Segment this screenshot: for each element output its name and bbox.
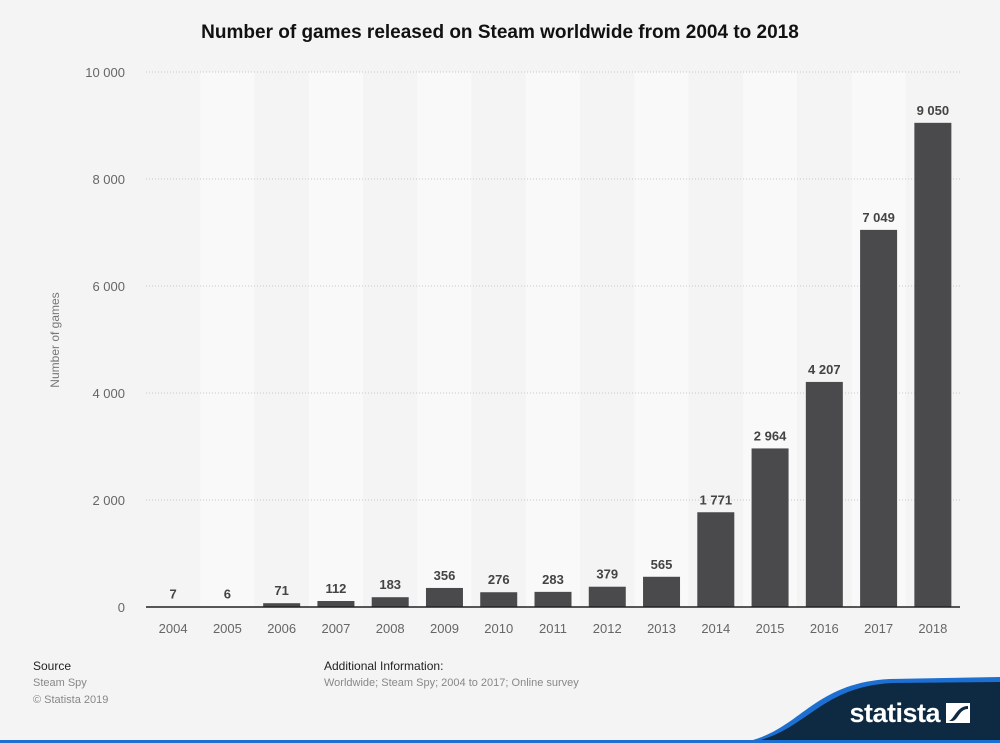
value-label: 7 049 bbox=[862, 210, 895, 225]
value-label: 183 bbox=[379, 577, 401, 592]
value-labels: 7 6 71 112 183 356 276 283 379 565 1 771 2 964 4 207… bbox=[170, 103, 950, 602]
bar[interactable] bbox=[751, 448, 789, 607]
x-tick-label: 2015 bbox=[756, 621, 785, 636]
bar[interactable] bbox=[697, 512, 735, 607]
column-band bbox=[308, 72, 364, 607]
x-tick-label: 2014 bbox=[701, 621, 730, 636]
y-tick-label: 2 000 bbox=[92, 493, 125, 508]
y-axis-ticks: 0 2 000 4 000 6 000 8 000 10 000 bbox=[85, 65, 125, 615]
column-band bbox=[363, 72, 418, 607]
value-label: 7 bbox=[170, 587, 177, 602]
source-name[interactable]: Steam Spy bbox=[33, 677, 87, 689]
column-band bbox=[417, 72, 472, 607]
bar[interactable] bbox=[914, 122, 952, 607]
bar[interactable] bbox=[425, 587, 463, 607]
bar[interactable] bbox=[643, 576, 681, 607]
x-tick-label: 2008 bbox=[376, 621, 405, 636]
value-label: 565 bbox=[651, 557, 673, 572]
y-axis-label: Number of games bbox=[48, 292, 62, 387]
chart-title: Number of games released on Steam worldw… bbox=[201, 22, 799, 43]
bar[interactable] bbox=[263, 603, 301, 607]
value-label: 283 bbox=[542, 572, 564, 587]
x-tick-label: 2017 bbox=[864, 621, 893, 636]
value-label: 379 bbox=[596, 567, 618, 582]
value-label: 112 bbox=[325, 581, 346, 596]
y-tick-label: 6 000 bbox=[92, 279, 125, 294]
x-tick-label: 2006 bbox=[267, 621, 296, 636]
column-band bbox=[200, 72, 255, 607]
y-tick-label: 4 000 bbox=[92, 386, 125, 401]
statista-logo[interactable]: statista bbox=[740, 673, 1000, 743]
value-label: 356 bbox=[434, 568, 456, 583]
x-axis-labels: 2004 2005 2006 2007 2008 2009 2010 2011 2012 2013… bbox=[159, 621, 948, 636]
x-tick-label: 2005 bbox=[213, 621, 242, 636]
x-tick-label: 2013 bbox=[647, 621, 676, 636]
x-tick-label: 2012 bbox=[593, 621, 622, 636]
x-tick-label: 2004 bbox=[159, 621, 188, 636]
value-label: 1 771 bbox=[700, 492, 733, 507]
logo-text: statista bbox=[849, 698, 940, 728]
column-bands bbox=[146, 72, 960, 607]
bar-chart: 0 2 000 4 000 6 000 8 000 10 000 7 6 71 112 183 35… bbox=[48, 65, 960, 636]
source-heading: Source bbox=[33, 659, 72, 673]
bottom-accent-line bbox=[0, 740, 1000, 743]
bar[interactable] bbox=[534, 591, 572, 607]
column-band bbox=[146, 72, 201, 607]
column-band bbox=[471, 72, 526, 607]
column-band bbox=[634, 72, 689, 607]
x-tick-label: 2016 bbox=[810, 621, 839, 636]
value-label: 9 050 bbox=[917, 103, 950, 118]
bar[interactable] bbox=[317, 601, 355, 607]
additional-info-text: Worldwide; Steam Spy; 2004 to 2017; Onli… bbox=[324, 677, 579, 689]
value-label: 276 bbox=[488, 572, 510, 587]
bar[interactable] bbox=[860, 229, 898, 608]
x-tick-label: 2018 bbox=[918, 621, 947, 636]
x-tick-label: 2011 bbox=[539, 621, 567, 636]
bar[interactable] bbox=[805, 381, 843, 607]
column-band bbox=[254, 72, 309, 607]
copyright: © Statista 2019 bbox=[33, 694, 109, 706]
x-tick-label: 2009 bbox=[430, 621, 459, 636]
bar[interactable] bbox=[588, 586, 626, 607]
x-tick-label: 2007 bbox=[321, 621, 350, 636]
footer-source: Source Steam Spy © Statista 2019 bbox=[33, 658, 108, 709]
column-band bbox=[580, 72, 635, 607]
statista-mark-icon bbox=[946, 703, 970, 723]
bar[interactable] bbox=[480, 592, 518, 607]
value-label: 6 bbox=[224, 587, 231, 602]
footer-additional-info: Additional Information: Worldwide; Steam… bbox=[324, 658, 579, 692]
additional-info-heading: Additional Information: bbox=[324, 659, 444, 673]
y-tick-label: 8 000 bbox=[92, 172, 125, 187]
bars bbox=[154, 122, 952, 608]
value-label: 2 964 bbox=[754, 428, 787, 443]
y-tick-label: 10 000 bbox=[85, 65, 125, 80]
value-label: 71 bbox=[274, 583, 288, 598]
value-label: 4 207 bbox=[808, 362, 841, 377]
x-tick-label: 2010 bbox=[484, 621, 513, 636]
column-band bbox=[525, 72, 581, 607]
logo-background bbox=[740, 677, 1000, 743]
bar[interactable] bbox=[371, 597, 409, 607]
y-tick-label: 0 bbox=[118, 600, 125, 615]
